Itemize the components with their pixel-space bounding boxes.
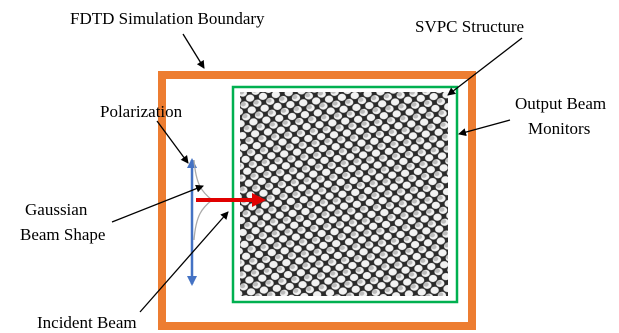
label: Monitors xyxy=(528,119,590,138)
label: Output Beam xyxy=(515,94,606,113)
label: SVPC Structure xyxy=(415,17,524,36)
label: Polarization xyxy=(100,102,183,121)
svpc-structure xyxy=(240,92,448,296)
label: Beam Shape xyxy=(20,225,105,244)
leader-line xyxy=(459,120,510,134)
leader-line xyxy=(140,212,228,312)
label: Gaussian xyxy=(25,200,88,219)
label: Incident Beam xyxy=(37,313,137,332)
leader-line xyxy=(183,34,204,68)
leader-line xyxy=(112,186,203,222)
leader-line xyxy=(448,38,522,95)
diagram: FDTD Simulation Boundary SVPC Structure … xyxy=(0,0,619,333)
label: FDTD Simulation Boundary xyxy=(70,9,265,28)
